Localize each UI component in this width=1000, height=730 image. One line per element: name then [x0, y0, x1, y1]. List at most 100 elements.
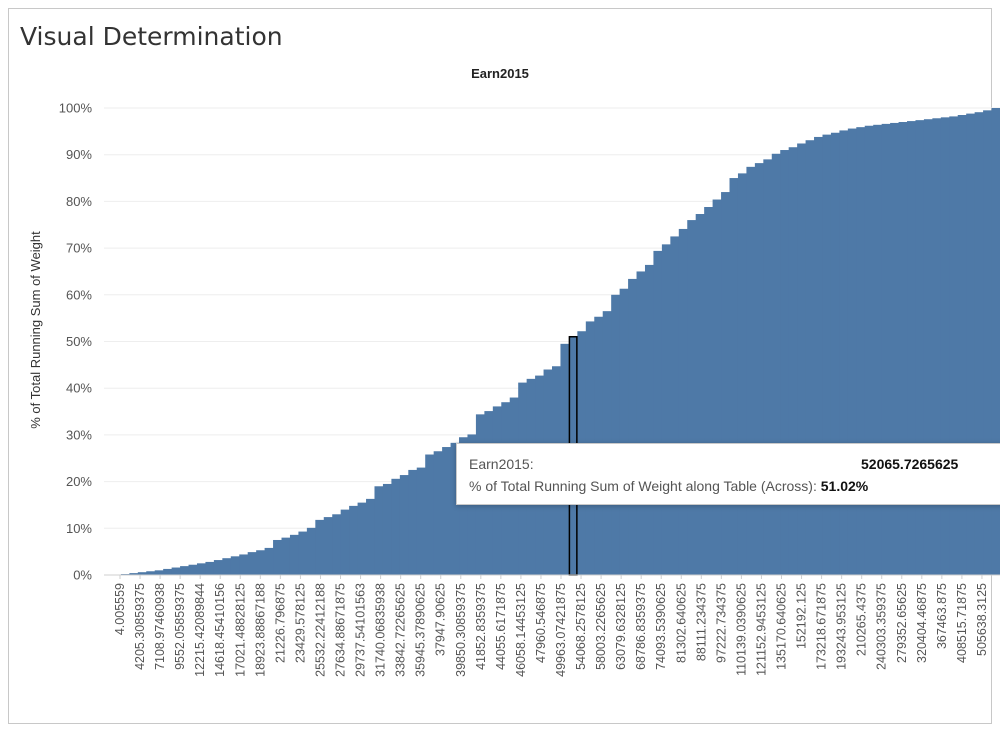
bar[interactable] — [797, 143, 807, 576]
bar[interactable] — [974, 112, 984, 575]
x-tick-label: 47960.546875 — [534, 583, 548, 663]
bar[interactable] — [408, 469, 418, 575]
bar[interactable] — [805, 140, 815, 575]
bar[interactable] — [957, 115, 967, 575]
bar[interactable] — [636, 271, 646, 575]
bar[interactable] — [281, 537, 291, 575]
bar[interactable] — [949, 116, 959, 575]
bar[interactable] — [298, 531, 308, 575]
bar[interactable] — [163, 568, 173, 575]
bar[interactable] — [991, 108, 1000, 575]
x-tick-label: 110139.0390625 — [734, 583, 748, 676]
bar[interactable] — [416, 467, 426, 575]
bar[interactable] — [873, 124, 883, 575]
bar[interactable] — [678, 228, 688, 575]
bar[interactable] — [213, 560, 223, 575]
x-tick-label: 240303.359375 — [875, 583, 889, 670]
bar[interactable] — [425, 454, 435, 575]
bar[interactable] — [340, 509, 350, 575]
bar[interactable] — [459, 437, 469, 575]
bar[interactable] — [763, 159, 773, 575]
bar[interactable] — [830, 132, 840, 575]
bar[interactable] — [315, 519, 325, 575]
bar[interactable] — [433, 451, 443, 575]
bar[interactable] — [864, 125, 874, 575]
x-tick-label: 9552.05859375 — [173, 583, 187, 670]
bar[interactable] — [847, 128, 857, 576]
x-tick-label: 29737.54101563 — [354, 583, 368, 677]
bar[interactable] — [306, 527, 316, 575]
x-tick-label: 12215.42089844 — [193, 583, 207, 677]
bar[interactable] — [788, 147, 798, 576]
x-tick-label: 68786.8359375 — [634, 583, 648, 670]
bar[interactable] — [129, 573, 139, 575]
bar[interactable] — [188, 564, 198, 575]
bar[interactable] — [881, 123, 891, 575]
bar[interactable] — [154, 570, 164, 575]
bar[interactable] — [273, 539, 283, 575]
bar[interactable] — [180, 566, 190, 575]
bar[interactable] — [653, 250, 663, 575]
bar[interactable] — [323, 517, 333, 575]
bar[interactable] — [239, 554, 249, 575]
bar[interactable] — [247, 552, 257, 575]
bar[interactable] — [940, 117, 950, 575]
bar[interactable] — [780, 150, 790, 575]
bar[interactable] — [391, 478, 401, 575]
bar[interactable] — [923, 119, 933, 576]
bar[interactable] — [137, 572, 147, 575]
bar[interactable] — [822, 134, 832, 575]
bar[interactable] — [264, 547, 274, 575]
bar[interactable] — [771, 153, 781, 575]
tooltip-field-label: Earn2015: — [469, 456, 534, 472]
bar[interactable] — [349, 505, 359, 575]
bar[interactable] — [332, 514, 342, 575]
bar[interactable] — [366, 498, 376, 575]
bar[interactable] — [687, 220, 697, 575]
bar[interactable] — [729, 178, 739, 576]
x-tick-label: 49963.07421875 — [554, 583, 568, 677]
bar[interactable] — [382, 483, 392, 575]
bar[interactable] — [196, 563, 207, 575]
bar[interactable] — [171, 567, 181, 575]
y-tick-label: 90% — [66, 147, 92, 162]
bar[interactable] — [628, 278, 638, 575]
bar[interactable] — [712, 199, 722, 575]
bar[interactable] — [442, 447, 452, 575]
bar[interactable] — [450, 442, 460, 575]
bar[interactable] — [932, 118, 942, 576]
bar[interactable] — [966, 113, 976, 575]
bar[interactable] — [915, 120, 925, 575]
bar[interactable] — [230, 556, 240, 575]
bar[interactable] — [814, 136, 824, 575]
bar[interactable] — [399, 475, 409, 575]
bar[interactable] — [856, 127, 866, 576]
x-tick-label: 505638.3125 — [975, 583, 989, 656]
bar[interactable] — [890, 122, 900, 575]
bar[interactable] — [374, 486, 384, 575]
bar[interactable] — [289, 534, 300, 575]
bar[interactable] — [644, 264, 655, 575]
bar[interactable] — [737, 173, 748, 575]
bar[interactable] — [205, 561, 215, 575]
bar[interactable] — [721, 192, 731, 575]
bar[interactable] — [661, 244, 671, 576]
bar[interactable] — [695, 214, 705, 575]
bar[interactable] — [704, 207, 714, 575]
bar[interactable] — [611, 294, 621, 575]
bar[interactable] — [146, 571, 156, 575]
bar[interactable] — [619, 288, 629, 575]
y-tick-label: 30% — [66, 427, 92, 442]
bar[interactable] — [983, 110, 993, 575]
bar[interactable] — [670, 236, 680, 575]
bar[interactable] — [746, 166, 756, 575]
bar[interactable] — [839, 130, 849, 576]
bar[interactable] — [754, 163, 764, 576]
bar[interactable] — [256, 550, 266, 575]
bar[interactable] — [907, 121, 917, 575]
bar[interactable] — [222, 558, 232, 575]
chart-title: Earn2015 — [471, 66, 529, 81]
bar[interactable] — [357, 502, 367, 575]
bar[interactable] — [898, 122, 908, 575]
